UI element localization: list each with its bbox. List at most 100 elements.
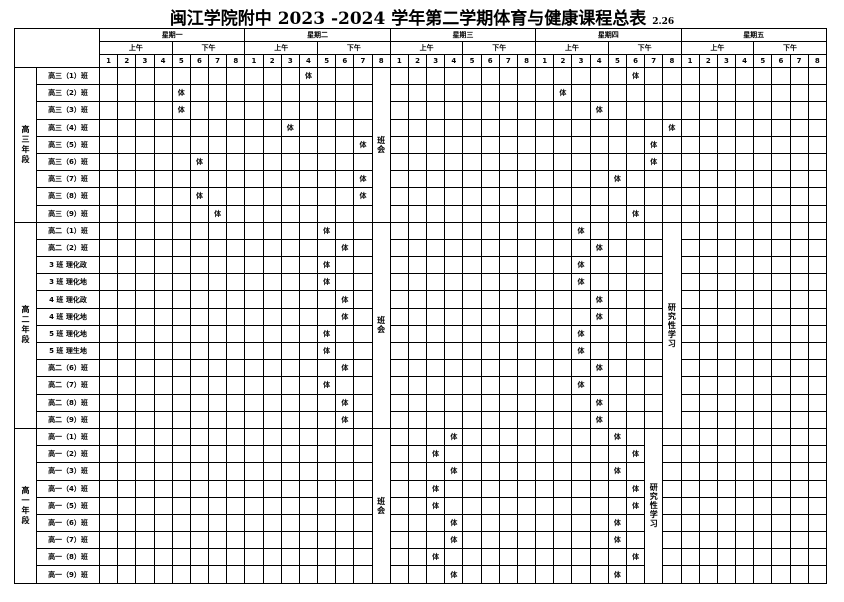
empty-cell: [498, 513, 518, 533]
pe-cell: 体: [607, 462, 627, 481]
empty-cell: [516, 66, 537, 86]
empty-cell: [153, 445, 173, 464]
empty-cell: [662, 548, 682, 567]
empty-cell: [589, 376, 609, 395]
empty-cell: [298, 187, 319, 206]
empty-cell: [153, 84, 173, 103]
empty-cell: [244, 341, 264, 361]
class-name: 3 班 理化政: [36, 256, 100, 275]
pe-cell: 体: [298, 66, 319, 86]
schedule-table: 星期一 星期二 星期三 星期四 星期五 上午 下午 上午 下午 上午 下午 上午 下午 上午 下午 1 2 3 4 5…: [14, 28, 827, 584]
empty-cell: [280, 565, 300, 584]
empty-cell: [280, 376, 300, 395]
empty-cell: [117, 66, 137, 86]
empty-cell: [280, 135, 300, 154]
empty-cell: [535, 290, 555, 309]
empty-cell: [389, 273, 409, 292]
empty-cell: [753, 152, 773, 172]
empty-cell: [462, 135, 482, 154]
empty-cell: [498, 118, 518, 137]
empty-cell: [753, 324, 773, 344]
empty-cell: [153, 101, 173, 120]
empty-cell: [553, 66, 573, 86]
empty-cell: [135, 84, 155, 103]
empty-cell: [317, 548, 337, 567]
empty-cell: [189, 341, 210, 361]
empty-cell: [389, 410, 409, 429]
empty-cell: [716, 204, 737, 223]
corner: [14, 28, 100, 68]
empty-cell: [208, 118, 228, 137]
empty-cell: [789, 204, 809, 223]
empty-cell: [607, 135, 627, 154]
empty-cell: [735, 135, 755, 154]
empty-cell: [298, 445, 319, 464]
empty-cell: [280, 187, 300, 206]
empty-cell: [807, 479, 827, 498]
empty-cell: [535, 152, 555, 172]
period-header: 1: [98, 54, 119, 68]
empty-cell: [226, 324, 246, 344]
empty-cell: [807, 427, 827, 447]
empty-cell: [244, 376, 264, 395]
half-header: 下午: [607, 41, 682, 55]
empty-cell: [444, 238, 464, 258]
empty-cell: [789, 341, 809, 361]
header-row: 星期一 星期二 星期三 星期四 星期五: [14, 28, 827, 68]
empty-cell: [407, 204, 428, 223]
empty-cell: [735, 548, 755, 567]
empty-cell: [244, 445, 264, 464]
empty-cell: [498, 376, 518, 395]
empty-cell: [535, 462, 555, 481]
empty-cell: [553, 359, 573, 378]
empty-cell: [353, 479, 373, 498]
empty-cell: [753, 513, 773, 533]
empty-cell: [625, 307, 646, 326]
empty-cell: [262, 496, 282, 515]
empty-cell: [298, 118, 319, 137]
empty-cell: [735, 324, 755, 344]
empty-cell: [807, 548, 827, 567]
empty-cell: [462, 341, 482, 361]
empty-cell: [589, 445, 609, 464]
empty-cell: [498, 135, 518, 154]
empty-cell: [407, 479, 428, 498]
half-header: 上午: [389, 41, 464, 55]
empty-cell: [171, 462, 191, 481]
empty-cell: [226, 376, 246, 395]
pe-cell: 体: [571, 273, 591, 292]
empty-cell: [335, 135, 355, 154]
empty-cell: [98, 341, 119, 361]
empty-cell: [444, 359, 464, 378]
empty-cell: [444, 324, 464, 344]
empty-cell: [407, 324, 428, 344]
pe-cell: 体: [444, 513, 464, 533]
empty-cell: [189, 324, 210, 344]
empty-cell: [135, 548, 155, 567]
empty-cell: [607, 548, 627, 567]
empty-cell: [698, 359, 718, 378]
empty-cell: [426, 376, 446, 395]
empty-cell: [480, 221, 500, 240]
empty-cell: [662, 66, 682, 86]
empty-cell: [280, 101, 300, 120]
empty-cell: [789, 479, 809, 498]
period-header: 7: [353, 54, 373, 68]
pe-cell: 体: [571, 221, 591, 240]
empty-cell: [607, 221, 627, 240]
class-row: 高二（6）班 体 体: [15, 359, 827, 378]
empty-cell: [244, 427, 264, 447]
empty-cell: [735, 462, 755, 481]
empty-cell: [716, 531, 737, 550]
empty-cell: [353, 410, 373, 429]
empty-cell: [280, 531, 300, 550]
empty-cell: [226, 256, 246, 275]
empty-cell: [516, 118, 537, 137]
empty-cell: [444, 118, 464, 137]
empty-cell: [789, 256, 809, 275]
empty-cell: [389, 376, 409, 395]
empty-cell: [117, 84, 137, 103]
empty-cell: [117, 462, 137, 481]
empty-cell: [426, 307, 446, 326]
empty-cell: [117, 410, 137, 429]
